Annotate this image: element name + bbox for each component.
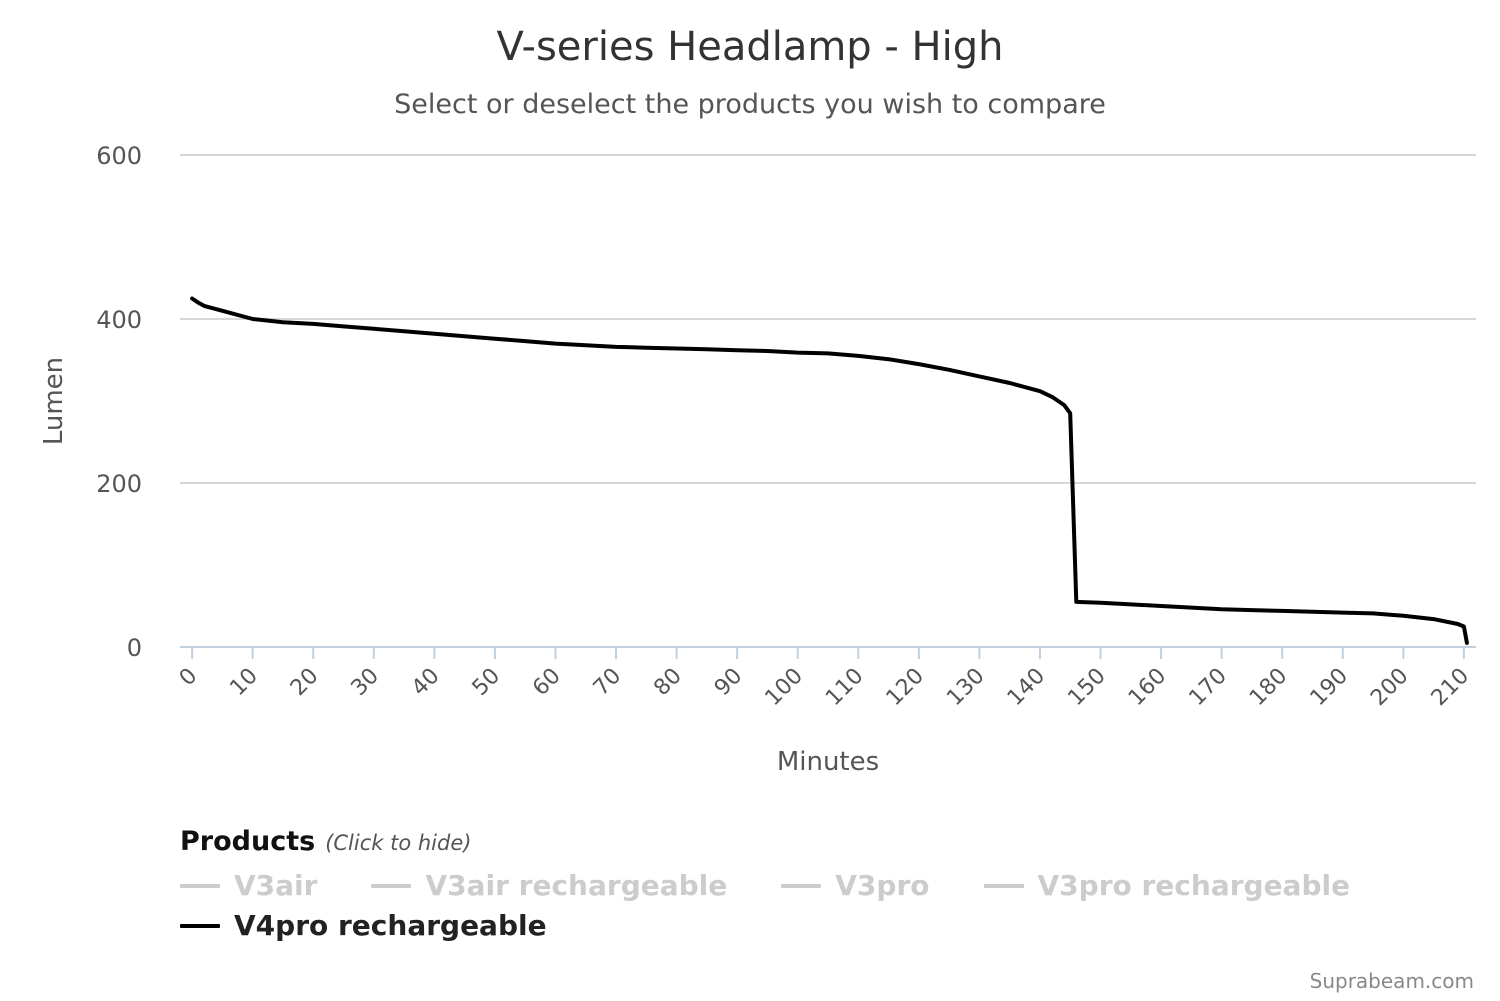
legend-swatch xyxy=(781,884,822,888)
legend: Products (Click to hide) V3air V3air recha… xyxy=(180,826,1440,943)
legend-title: Products xyxy=(180,826,316,857)
legend-label: V3pro rechargeable xyxy=(1037,869,1351,902)
x-tick-label: 30 xyxy=(347,664,384,701)
y-tick-label: 400 xyxy=(96,306,142,334)
legend-item[interactable]: V3air rechargeable xyxy=(371,869,727,903)
y-axis-ticks: 0 200 400 600 xyxy=(96,142,142,662)
series-line[interactable] xyxy=(190,296,1469,645)
legend-item[interactable]: V3pro xyxy=(781,869,930,903)
x-tick-label: 100 xyxy=(761,664,808,711)
x-tick-label: 40 xyxy=(407,664,444,701)
legend-label: V3pro xyxy=(835,869,930,902)
grid-lines xyxy=(180,154,1476,484)
x-tick-label: 90 xyxy=(710,664,747,701)
x-tick-label: 0 xyxy=(175,664,203,692)
x-tick-label: 190 xyxy=(1306,664,1353,711)
legend-label: V3air xyxy=(234,869,318,902)
legend-item[interactable]: V3air xyxy=(180,869,317,903)
y-tick-label: 0 xyxy=(127,634,142,662)
x-axis-title: Minutes xyxy=(777,747,879,777)
x-tick-label: 210 xyxy=(1427,664,1474,711)
legend-swatch xyxy=(180,884,220,888)
x-tick-label: 170 xyxy=(1185,664,1232,711)
legend-swatch xyxy=(371,884,412,888)
legend-items: V3air V3air rechargeable V3pro V3pro rechar… xyxy=(180,869,1380,943)
legend-heading: Products (Click to hide) xyxy=(180,826,1440,857)
legend-hint: (Click to hide) xyxy=(325,831,472,855)
x-tick-label: 200 xyxy=(1366,664,1413,711)
x-tick-label: 50 xyxy=(468,664,505,701)
y-tick-label: 200 xyxy=(96,470,142,498)
x-tick-label: 60 xyxy=(528,664,565,701)
legend-label: V4pro rechargeable xyxy=(234,909,547,942)
x-tick-label: 180 xyxy=(1245,664,1292,711)
legend-label: V3air rechargeable xyxy=(425,869,728,902)
x-tick-label: 120 xyxy=(882,664,929,711)
y-tick-label: 600 xyxy=(96,142,142,170)
x-tick-label: 130 xyxy=(942,664,989,711)
x-tick-label: 80 xyxy=(649,664,686,701)
legend-swatch xyxy=(983,884,1024,888)
plot-area xyxy=(190,296,1469,645)
x-tick-label: 10 xyxy=(225,664,262,701)
x-tick-label: 110 xyxy=(821,664,868,711)
credits-link[interactable]: Suprabeam.com xyxy=(1310,969,1474,993)
legend-item[interactable]: V3pro rechargeable xyxy=(983,869,1351,903)
x-tick-label: 150 xyxy=(1063,664,1110,711)
chart-subtitle: Select or deselect the products you wish… xyxy=(394,89,1106,120)
legend-swatch xyxy=(180,924,220,928)
x-tick-label: 70 xyxy=(589,664,626,701)
x-tick-label: 20 xyxy=(286,664,323,701)
x-tick-label: 140 xyxy=(1003,664,1050,711)
y-axis-title: Lumen xyxy=(39,357,69,445)
chart-title: V-series Headlamp - High xyxy=(497,24,1004,70)
legend-item[interactable]: V4pro rechargeable xyxy=(180,909,547,943)
x-axis: 0 10 20 30 40 50 60 70 80 90 100 110 120 130 140 150 160… xyxy=(175,646,1476,711)
x-tick-label: 160 xyxy=(1124,664,1171,711)
